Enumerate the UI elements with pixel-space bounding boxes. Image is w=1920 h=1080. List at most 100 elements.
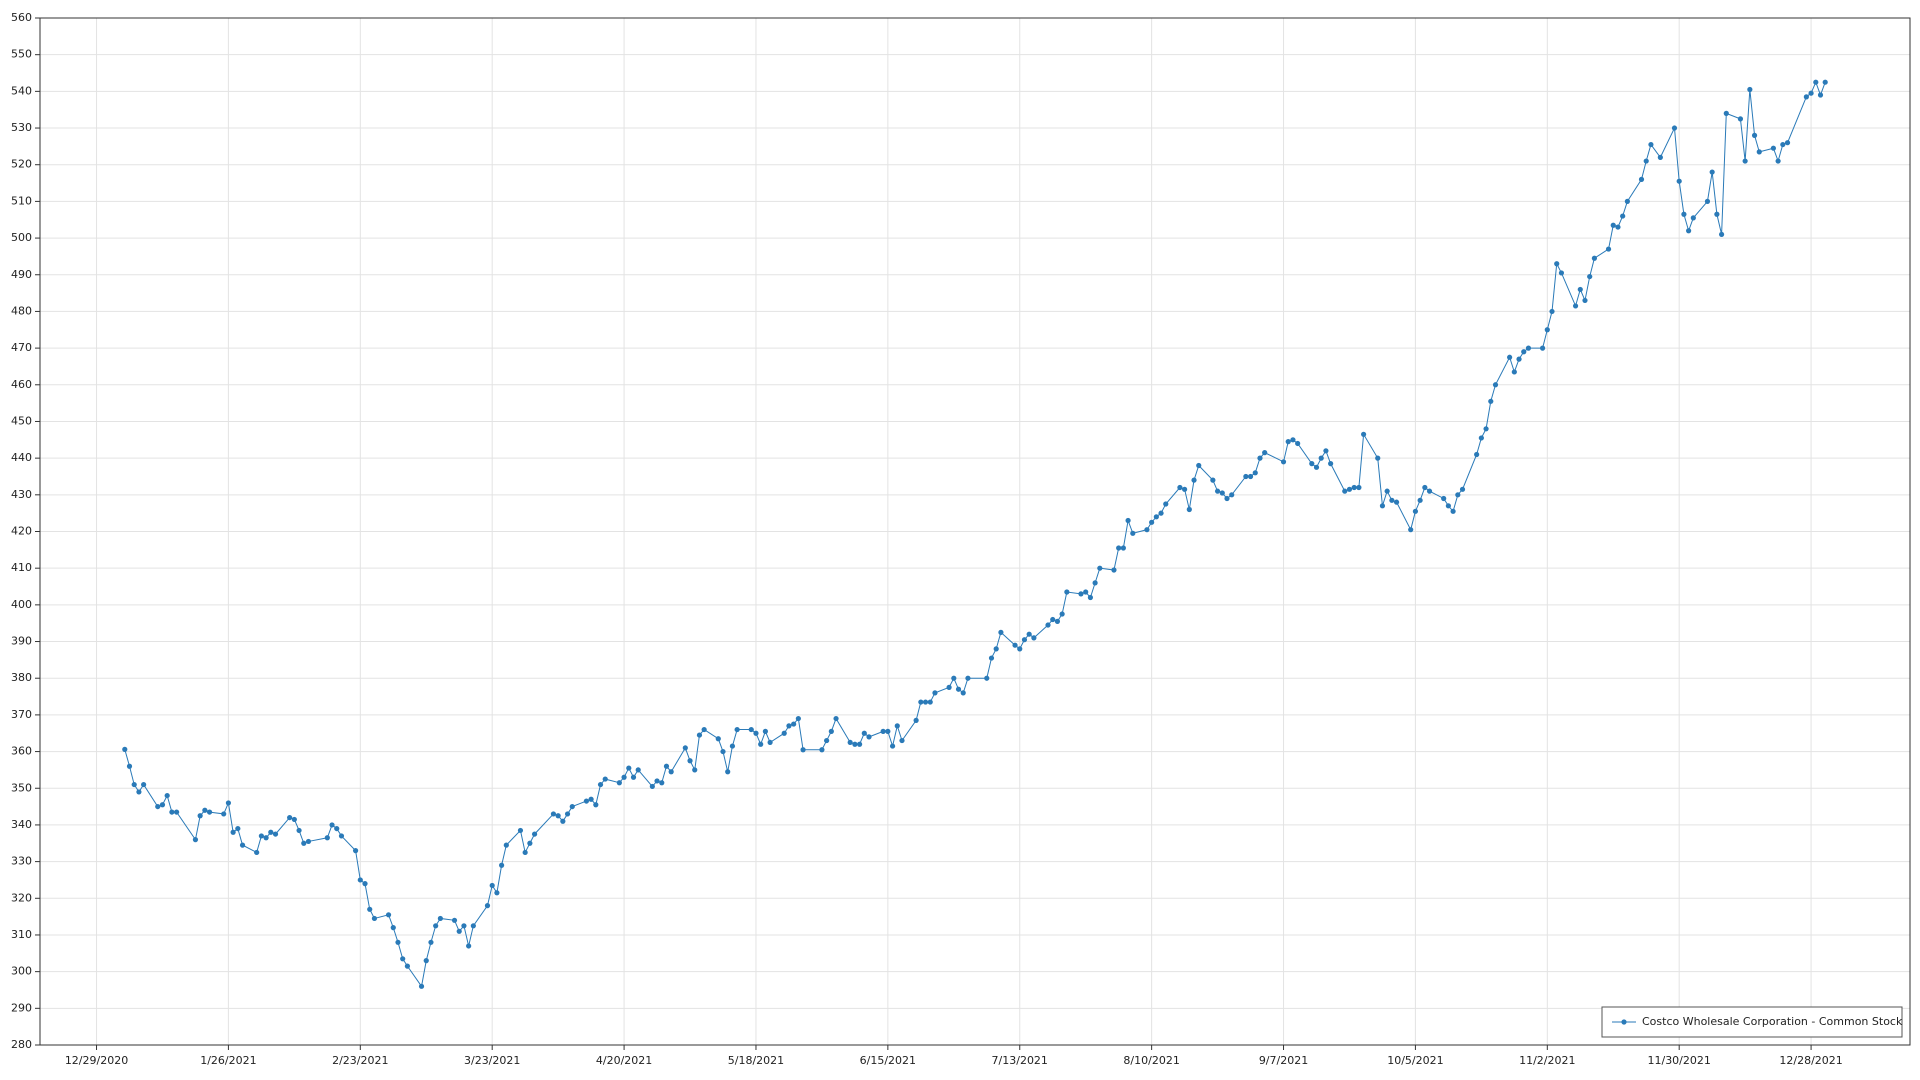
data-point	[913, 717, 919, 723]
y-tick-label: 340	[11, 818, 32, 831]
data-point	[852, 741, 858, 747]
x-tick-label: 12/28/2021	[1779, 1054, 1842, 1067]
data-point	[390, 925, 396, 931]
data-point	[338, 833, 345, 839]
data-point	[1747, 86, 1753, 93]
data-point	[1285, 439, 1291, 445]
y-tick-label: 540	[11, 84, 32, 97]
data-point	[503, 842, 509, 848]
data-point	[1177, 484, 1183, 491]
data-point	[470, 923, 476, 929]
y-tick-label: 510	[11, 194, 32, 207]
data-point	[423, 958, 429, 964]
data-point	[1191, 477, 1197, 483]
data-point	[668, 769, 674, 775]
data-point	[1610, 222, 1616, 228]
data-point	[1111, 567, 1117, 573]
data-point	[1558, 270, 1565, 276]
data-point	[1158, 510, 1164, 516]
data-point	[1389, 497, 1395, 503]
data-point	[1313, 464, 1320, 470]
legend-marker	[1621, 1019, 1627, 1025]
data-point	[1459, 486, 1466, 492]
y-tick-label: 480	[11, 304, 32, 317]
data-point	[494, 890, 500, 896]
data-point	[569, 803, 575, 810]
data-point	[1097, 565, 1103, 571]
data-point	[1803, 94, 1809, 100]
data-point	[1742, 158, 1748, 164]
data-point	[1808, 90, 1814, 96]
data-point	[461, 923, 467, 929]
data-point	[1252, 470, 1258, 476]
data-point	[1780, 141, 1786, 148]
x-tick-label: 8/10/2021	[1123, 1054, 1179, 1067]
data-point	[682, 745, 688, 751]
data-point	[758, 741, 764, 747]
data-point	[951, 675, 957, 681]
data-point	[687, 758, 693, 764]
x-tick-label: 6/15/2021	[860, 1054, 916, 1067]
y-tick-label: 320	[11, 891, 32, 904]
data-point	[1031, 635, 1037, 641]
data-point	[729, 743, 736, 749]
data-point	[748, 726, 754, 733]
data-point	[1582, 297, 1588, 304]
y-tick-label: 560	[11, 11, 32, 24]
data-point	[725, 769, 731, 775]
data-point	[720, 748, 726, 755]
data-point	[268, 829, 274, 835]
data-point	[767, 739, 773, 746]
data-point	[616, 780, 622, 786]
data-point	[263, 835, 269, 841]
data-point	[692, 767, 698, 773]
data-point	[367, 906, 373, 912]
data-point	[1210, 477, 1216, 483]
data-point	[352, 848, 359, 854]
y-tick-label: 550	[11, 48, 32, 61]
data-point	[1718, 231, 1725, 238]
y-tick-label: 410	[11, 561, 32, 574]
data-point	[1591, 255, 1598, 261]
data-point	[1422, 484, 1428, 491]
data-point	[1257, 455, 1263, 461]
data-point	[762, 728, 768, 734]
data-point	[221, 811, 227, 817]
data-point	[1525, 345, 1532, 351]
data-point	[400, 956, 406, 962]
data-point	[597, 781, 604, 788]
data-point	[164, 792, 170, 799]
data-point	[329, 822, 335, 828]
data-point	[1690, 215, 1696, 221]
data-point	[555, 813, 561, 819]
data-point	[489, 882, 495, 889]
data-point	[1723, 110, 1729, 116]
data-point	[786, 723, 792, 729]
data-point	[734, 726, 740, 733]
data-point	[753, 730, 759, 736]
data-point	[395, 939, 401, 945]
data-point	[1125, 517, 1131, 524]
y-tick-label: 350	[11, 781, 32, 794]
data-point	[1412, 508, 1419, 514]
data-point	[1219, 490, 1225, 496]
data-point	[663, 763, 670, 769]
data-point	[564, 811, 571, 817]
data-point	[531, 831, 538, 837]
data-point	[206, 809, 213, 815]
y-tick-label: 490	[11, 268, 32, 281]
data-point	[1643, 158, 1649, 164]
data-point	[922, 699, 929, 705]
data-point	[433, 923, 439, 929]
data-point	[296, 827, 302, 834]
x-tick-label: 3/23/2021	[464, 1054, 520, 1067]
data-point	[1704, 198, 1711, 204]
data-point	[866, 734, 872, 740]
data-point	[1822, 79, 1828, 85]
y-tick-label: 420	[11, 525, 32, 538]
data-point	[131, 781, 137, 788]
data-point	[484, 903, 491, 909]
data-point	[1686, 228, 1692, 234]
data-point	[1026, 631, 1032, 637]
